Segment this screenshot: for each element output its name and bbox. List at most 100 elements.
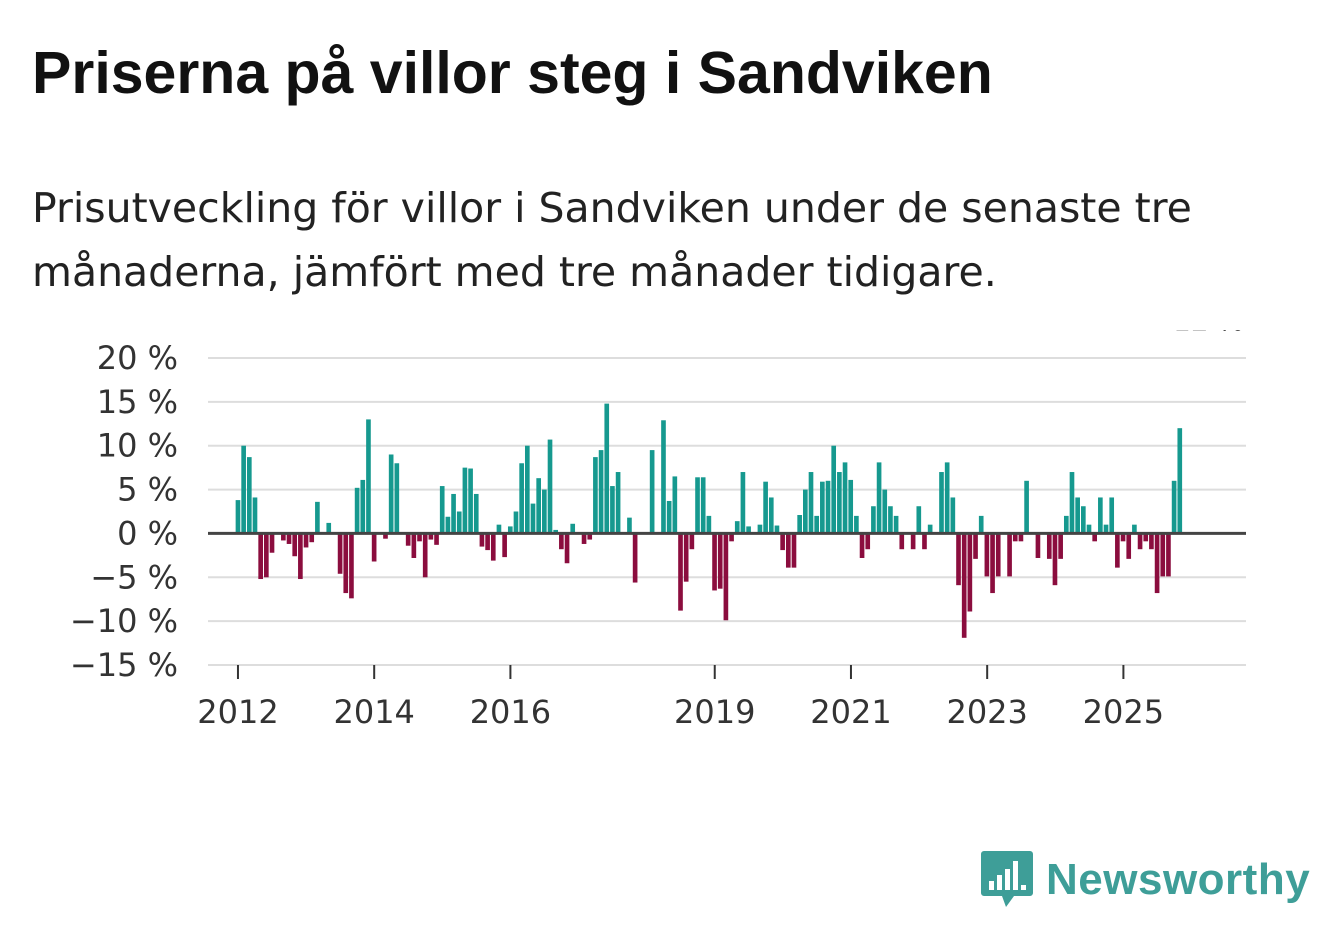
bar: [791, 533, 797, 568]
newsworthy-logo: Newsworthy: [980, 848, 1310, 912]
bar: [252, 497, 258, 534]
y-tick-label: 5 %: [117, 471, 178, 509]
bar: [1103, 524, 1109, 534]
bar: [882, 489, 888, 534]
bar: [859, 533, 865, 558]
y-tick-label: −5 %: [90, 558, 178, 596]
bar: [468, 468, 473, 534]
bar: [281, 533, 286, 541]
y-tick-label: 15 %: [97, 383, 178, 421]
bar: [757, 524, 763, 534]
bar: [507, 526, 513, 534]
bar: [1018, 533, 1024, 542]
bar: [1115, 533, 1120, 568]
bar: [649, 450, 655, 534]
bar: [1058, 533, 1063, 559]
bar: [1143, 533, 1149, 542]
bar: [723, 533, 729, 621]
bars: [235, 403, 1183, 638]
bar: [587, 533, 593, 540]
bar: [337, 533, 343, 574]
bar: [269, 533, 275, 553]
bar: [434, 533, 439, 545]
last-value-label: 12 %: [1173, 330, 1244, 337]
bar: [610, 486, 615, 534]
bar: [371, 533, 377, 562]
bar: [264, 533, 269, 578]
bar: [235, 500, 241, 534]
bar: [445, 516, 451, 534]
bar: [746, 526, 751, 534]
bar: [1137, 533, 1143, 550]
bar: [1052, 533, 1058, 586]
bar: [678, 533, 683, 611]
bar: [666, 500, 672, 534]
bar: [258, 533, 263, 580]
bar: [1075, 497, 1080, 534]
bar: [405, 533, 411, 546]
bar: [496, 524, 502, 534]
bar: [984, 533, 990, 577]
bar: [848, 479, 854, 534]
bar: [1035, 533, 1041, 558]
bar: [456, 511, 462, 534]
bar: [967, 533, 973, 612]
bar: [343, 533, 349, 594]
bar: [485, 533, 490, 551]
bar: [326, 522, 332, 534]
bar: [1098, 497, 1103, 534]
bar: [695, 477, 700, 534]
bar: [1081, 506, 1086, 534]
bar: [309, 533, 315, 543]
annotations: 12 %: [1173, 330, 1244, 337]
bar: [871, 506, 876, 534]
bar: [1149, 533, 1154, 550]
bar: [1069, 472, 1075, 534]
bar: [502, 533, 507, 558]
bar: [422, 533, 428, 578]
x-tick-label: 2014: [333, 693, 414, 731]
bar: [876, 462, 882, 534]
bar: [1126, 533, 1132, 559]
bar: [439, 486, 445, 534]
bar: [519, 463, 524, 534]
bar: [524, 445, 530, 534]
bar: [1177, 428, 1183, 534]
bar: [893, 515, 899, 534]
bar: [411, 533, 417, 558]
bar: [763, 481, 768, 534]
x-axis: 2012 2014 2016 2019 2021 2023 2025: [197, 665, 1164, 731]
bar: [490, 533, 496, 561]
x-tick-label: 2012: [197, 693, 278, 731]
y-tick-label: −15 %: [70, 646, 178, 684]
bar: [394, 463, 400, 534]
bar: [689, 533, 695, 550]
y-tick-label: 0 %: [117, 514, 178, 552]
bar: [246, 457, 252, 534]
bar: [547, 439, 553, 534]
bar: [1154, 533, 1160, 594]
bar: [315, 501, 320, 534]
bar: [354, 487, 360, 534]
bar: [661, 420, 666, 534]
x-tick-label: 2023: [946, 693, 1027, 731]
bar: [530, 503, 536, 534]
bar: [632, 533, 638, 583]
bar: [854, 515, 859, 534]
bar: [462, 467, 468, 534]
bar: [559, 533, 564, 550]
bar: [1132, 524, 1137, 534]
bar: [865, 533, 871, 550]
x-tick-label: 2019: [674, 693, 755, 731]
bar: [1063, 515, 1069, 534]
bar: [910, 533, 916, 550]
bar: [820, 481, 825, 534]
y-axis-labels: 20 % 15 % 10 % 5 % 0 % −5 % −10 % −15 %: [70, 339, 178, 684]
brand-name: Newsworthy: [1046, 855, 1311, 904]
bar: [564, 533, 570, 564]
bar: [683, 533, 689, 582]
x-tick-label: 2025: [1083, 693, 1164, 731]
bar: [1024, 480, 1029, 534]
chart-title: Priserna på villor steg i Sandviken: [32, 40, 993, 106]
bar: [1012, 533, 1018, 542]
